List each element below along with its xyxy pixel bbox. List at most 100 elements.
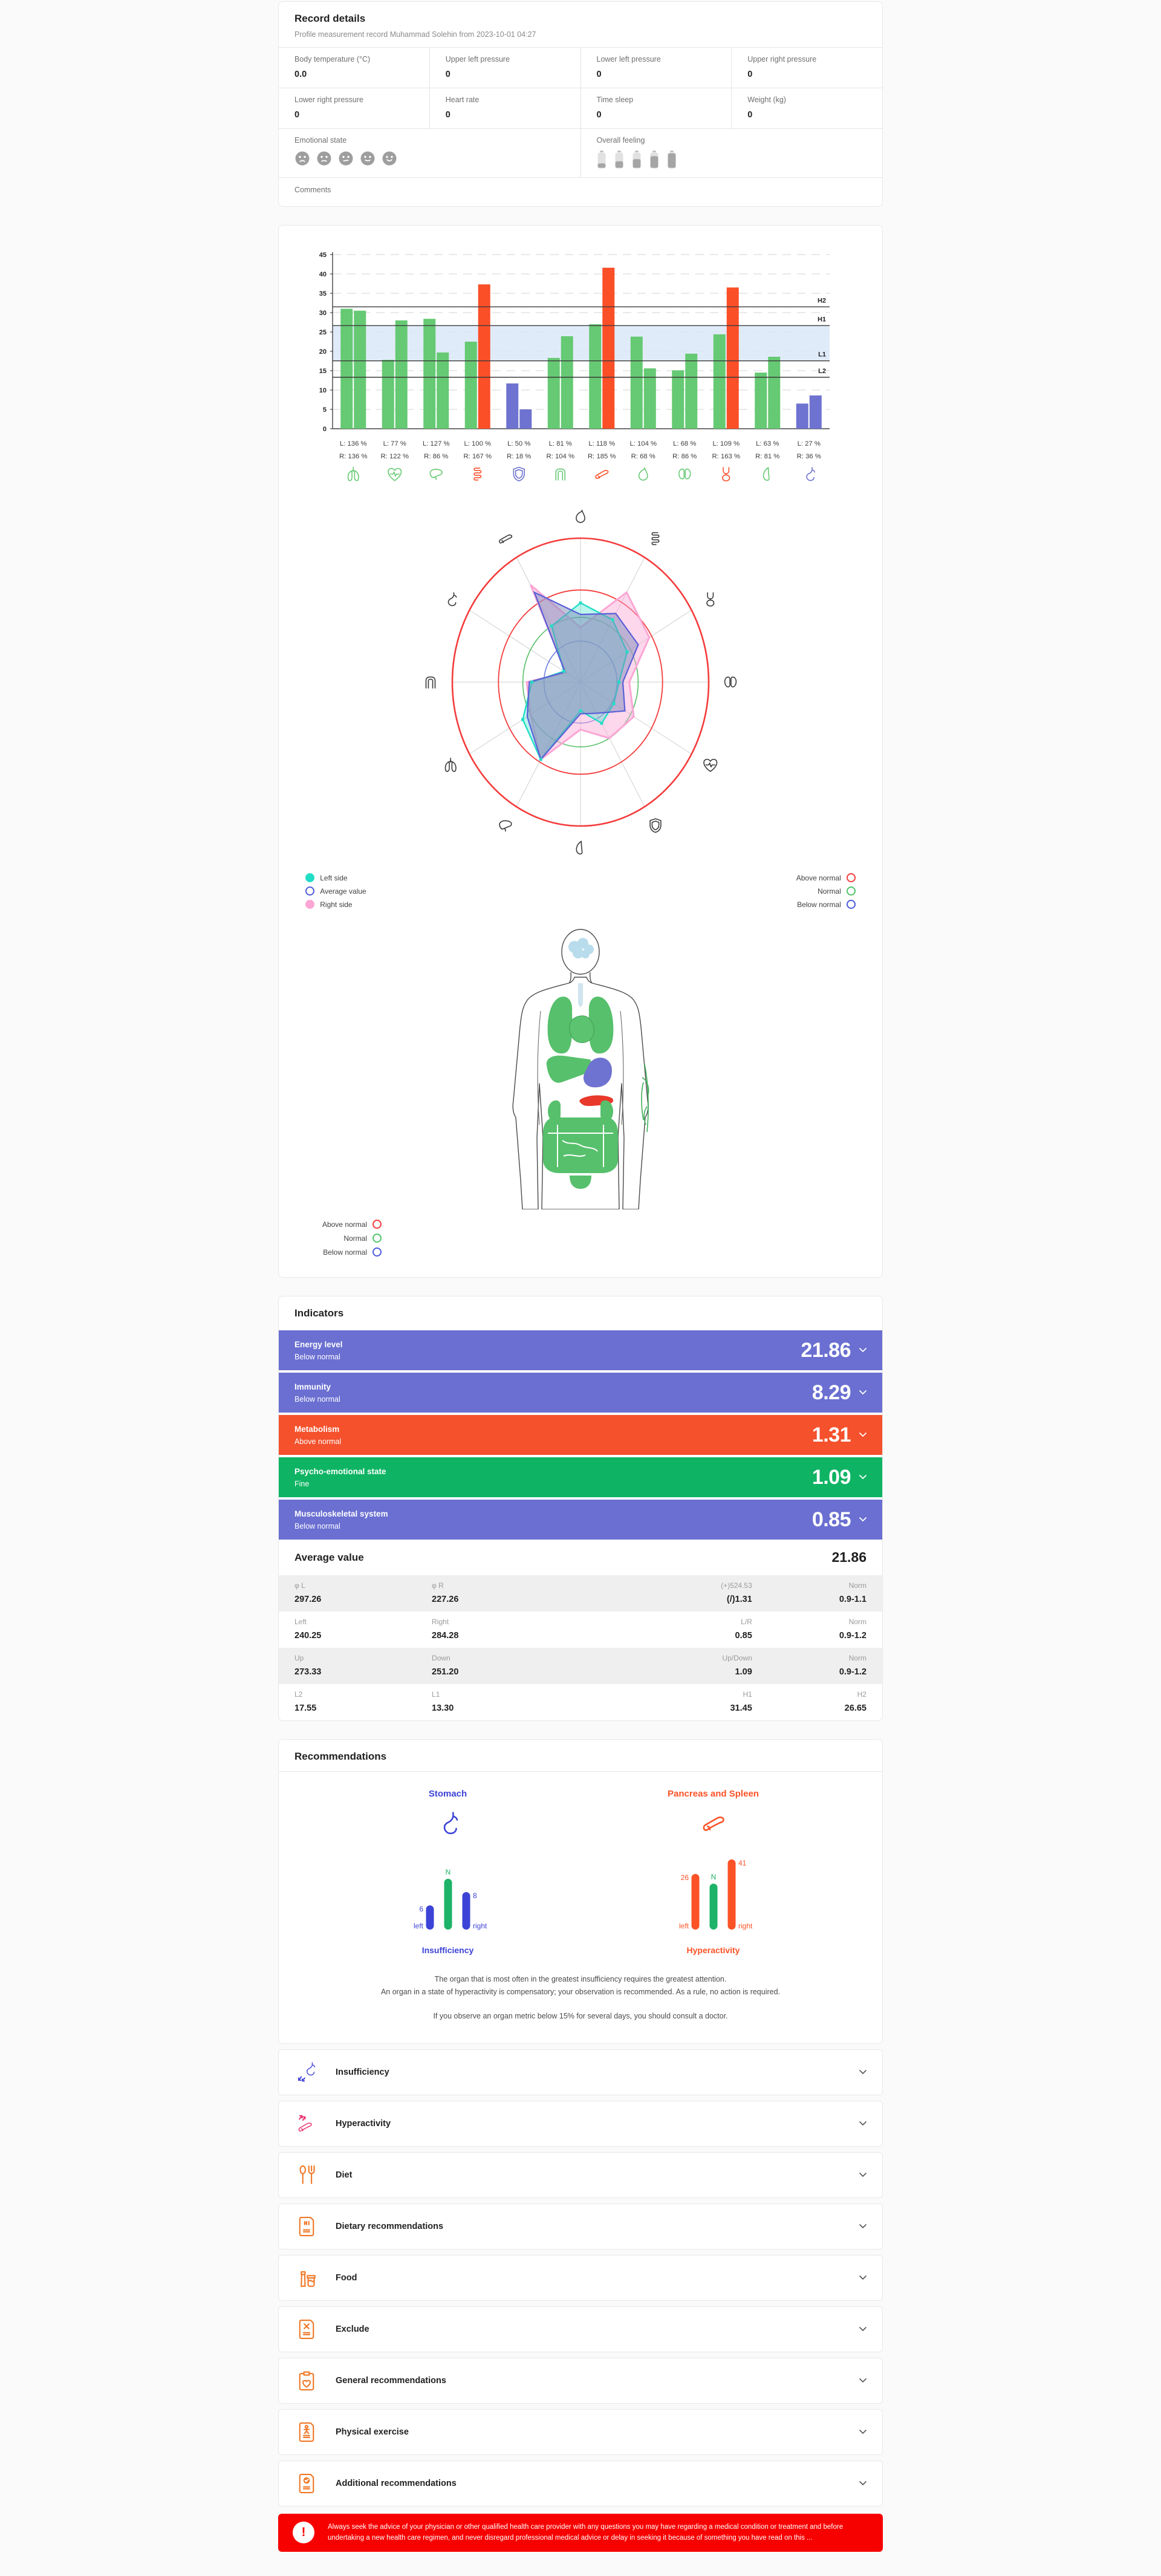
stats-cell-label: φ R	[432, 1581, 444, 1590]
medical-disclaimer: ! Always seek the advice of your physici…	[278, 2513, 883, 2552]
indicator-row-metabolism[interactable]: Metabolism Above normal 1.31	[279, 1415, 882, 1455]
legend-dot-icon	[305, 886, 315, 896]
indicator-row-immunity[interactable]: Immunity Below normal 8.29	[279, 1373, 882, 1413]
body-legend-item: Below normal	[298, 1247, 382, 1257]
accordion-additional-recommendations[interactable]: Additional recommendations	[278, 2460, 883, 2506]
legend-circle-icon	[372, 1220, 382, 1229]
field-cell[interactable]: Lower right pressure 0	[279, 88, 430, 128]
right-percent-label: R: 86 %	[672, 453, 697, 460]
accordion-general-recommendations[interactable]: General recommendations	[278, 2357, 883, 2404]
chevron-down-icon[interactable]	[859, 2430, 867, 2435]
recommendation-notes: The organ that is most often in the grea…	[279, 1955, 882, 2043]
very-sad-face-icon[interactable]	[294, 151, 310, 166]
field-cell[interactable]: Weight (kg) 0	[732, 88, 882, 128]
indicator-state: Below normal	[294, 1352, 340, 1361]
right-percent-label: R: 86 %	[424, 453, 448, 460]
stats-cell-label: H1	[743, 1690, 752, 1699]
indicator-value: 21.86	[801, 1338, 851, 1362]
indicator-row-psycho-emotional-state[interactable]: Psycho-emotional state Fine 1.09	[279, 1457, 882, 1497]
balance-side-label: right	[738, 1922, 753, 1930]
stats-cell: φ R 227.26	[432, 1581, 569, 1604]
balance-value: 26	[680, 1873, 689, 1882]
record-details-card: Record details Profile measurement recor…	[278, 1, 883, 207]
balance-side-label: left	[678, 1922, 689, 1930]
field-value: 0	[747, 110, 753, 120]
bar-right-liver	[437, 352, 449, 429]
chevron-down-icon[interactable]	[859, 2481, 867, 2486]
legend-circle-icon	[846, 873, 856, 882]
battery-icon[interactable]	[614, 151, 624, 169]
left-percent-label: L: 77 %	[383, 440, 406, 447]
normal-band	[333, 325, 830, 361]
chevron-down-icon[interactable]	[859, 2121, 867, 2126]
battery-icon[interactable]	[597, 151, 607, 169]
indicator-row-musculoskeletal-system[interactable]: Musculoskeletal system Below normal 0.85	[279, 1500, 882, 1540]
confused-face-icon[interactable]	[338, 151, 354, 166]
battery-icon[interactable]	[632, 151, 642, 169]
stomach-icon	[434, 1809, 463, 1838]
left-percent-label: L: 118 %	[588, 440, 615, 447]
indicator-value: 1.09	[811, 1465, 851, 1489]
field-label: Heart rate	[445, 96, 480, 104]
left-percent-label: L: 109 %	[712, 440, 740, 447]
chevron-down-icon[interactable]	[859, 2173, 867, 2178]
chevron-down-icon[interactable]	[859, 2378, 867, 2383]
chevron-down-icon[interactable]	[859, 2275, 867, 2280]
chevron-down-icon[interactable]	[859, 1475, 867, 1480]
stats-cell: φ L 297.26	[294, 1581, 432, 1604]
indicators-header: Indicators	[279, 1296, 882, 1328]
chevron-down-icon[interactable]	[859, 2327, 867, 2332]
status-legend-item: Above normal	[796, 873, 856, 882]
field-value: 0.0	[294, 70, 307, 79]
indicator-name: Energy level	[294, 1339, 343, 1349]
stats-table-row: φ L 297.26 φ R 227.26 (+)524.53 (/)1.31 Norm 0.…	[279, 1575, 882, 1612]
field-cell[interactable]: Upper right pressure 0	[732, 48, 882, 88]
accordion-diet[interactable]: Diet	[278, 2152, 883, 2198]
chevron-down-icon[interactable]	[859, 1348, 867, 1353]
battery-icon[interactable]	[667, 151, 677, 169]
field-cell[interactable]: Lower left pressure 0	[581, 48, 732, 88]
sad-face-icon[interactable]	[316, 151, 332, 166]
accordion-label: Hyperactivity	[336, 2118, 391, 2129]
left-percent-label: L: 136 %	[340, 440, 367, 447]
recommendation-accordion: Insufficiency Hyperactivity Diet Dietary re…	[278, 2049, 883, 2506]
chevron-down-icon[interactable]	[859, 2224, 867, 2229]
organ-balance-charts: Stomach 6 left N 8 right Insufficiency Pancreas…	[279, 1772, 882, 1955]
stomach-organ	[583, 1058, 612, 1088]
right-percent-label: R: 81 %	[755, 453, 779, 460]
indicator-name: Immunity	[294, 1382, 331, 1391]
battery-icon[interactable]	[649, 151, 659, 169]
cutlery-icon	[294, 2163, 319, 2187]
series-legend-item: Average value	[305, 886, 366, 896]
chevron-down-icon[interactable]	[859, 1433, 867, 1437]
smile-face-icon[interactable]	[382, 151, 397, 166]
indicator-row-energy-level[interactable]: Energy level Below normal 21.86	[279, 1330, 882, 1370]
accordion-hyperactivity[interactable]: Hyperactivity	[278, 2100, 883, 2147]
accordion-food[interactable]: Food	[278, 2254, 883, 2301]
accordion-exclude[interactable]: Exclude	[278, 2306, 883, 2352]
balance-bar-left	[426, 1905, 434, 1930]
accordion-dietary-recommendations[interactable]: Dietary recommendations	[278, 2203, 883, 2249]
comments-label[interactable]: Comments	[279, 177, 882, 206]
accordion-physical-exercise[interactable]: Physical exercise	[278, 2408, 883, 2455]
field-cell[interactable]: Heart rate 0	[430, 88, 581, 128]
field-cell[interactable]: Upper left pressure 0	[430, 48, 581, 88]
field-cell[interactable]: Body temperature (°C) 0.0	[279, 48, 430, 88]
indicator-info: Psycho-emotional state Fine	[294, 1467, 386, 1488]
bar-left-immune-system	[506, 383, 519, 429]
chevron-down-icon[interactable]	[859, 1517, 867, 1522]
body-map-legend: Above normal Normal Below normal	[285, 1212, 395, 1266]
bar-left-stomach	[796, 403, 808, 429]
chevron-down-icon[interactable]	[859, 1390, 867, 1395]
chevron-down-icon[interactable]	[859, 2070, 867, 2075]
y-tick-label: 30	[319, 310, 327, 317]
legend-label: Above normal	[796, 873, 841, 882]
y-tick-label: 35	[319, 290, 327, 298]
slight-smile-face-icon[interactable]	[360, 151, 376, 166]
accordion-insufficiency[interactable]: Insufficiency	[278, 2049, 883, 2095]
field-cell[interactable]: Time sleep 0	[581, 88, 732, 128]
pelvic-organ	[570, 1176, 591, 1189]
stats-cell-value: 0.9-1.2	[839, 1631, 867, 1641]
stats-cell: (+)524.53 (/)1.31	[569, 1581, 752, 1604]
stats-cell: H2 26.65	[752, 1690, 867, 1713]
